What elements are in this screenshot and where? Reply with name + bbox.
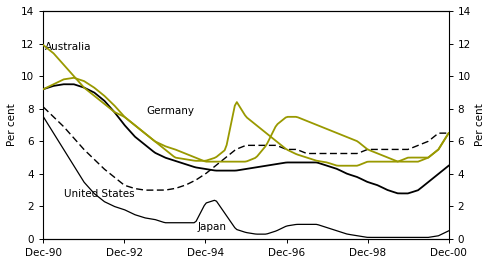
Text: United States: United States bbox=[63, 189, 134, 199]
Y-axis label: Per cent: Per cent bbox=[7, 104, 17, 146]
Text: Germany: Germany bbox=[147, 105, 195, 116]
Y-axis label: Per cent: Per cent bbox=[475, 104, 485, 146]
Text: Japan: Japan bbox=[197, 222, 226, 232]
Text: Australia: Australia bbox=[45, 42, 92, 52]
